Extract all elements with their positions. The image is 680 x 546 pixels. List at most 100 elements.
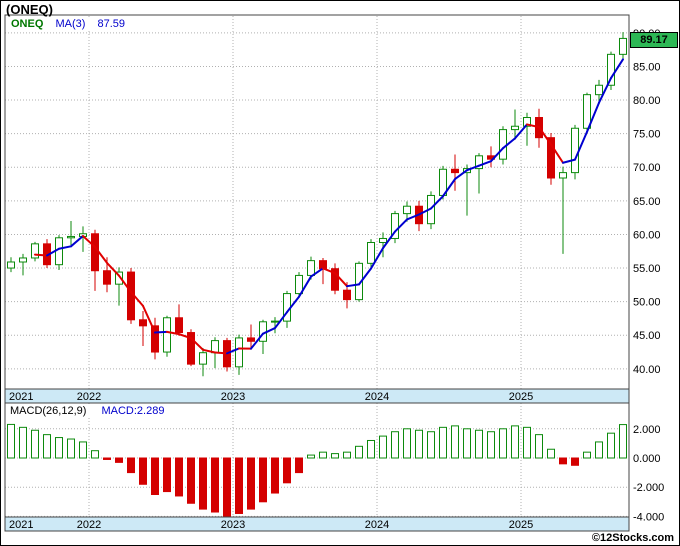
candle-up — [523, 117, 531, 127]
candle-down — [451, 168, 459, 174]
year-label: 2023 — [221, 391, 245, 403]
price-tick-label: 70.00 — [633, 162, 661, 174]
ma-line-segment — [214, 351, 228, 355]
ma-line-segment — [574, 130, 588, 161]
macd-bar-negative — [283, 457, 291, 484]
ma-line-segment — [514, 123, 528, 140]
ma-line-segment — [94, 245, 108, 264]
macd-bar-positive — [67, 438, 75, 459]
ma-line-segment — [178, 333, 192, 340]
price-tick-label: 65.00 — [633, 196, 661, 208]
ma-line-segment — [538, 126, 552, 146]
candle-up — [163, 317, 171, 353]
candle-down — [247, 337, 255, 342]
candle-up — [475, 155, 483, 170]
ma-line-segment — [454, 169, 468, 181]
ma-line-segment — [442, 178, 456, 198]
macd-bar-positive — [511, 425, 519, 459]
macd-bar-negative — [295, 457, 303, 474]
candle-up — [7, 261, 15, 269]
macd-bar-positive — [19, 426, 27, 459]
macd-bar-positive — [391, 431, 399, 459]
ma-line-segment — [130, 291, 144, 307]
candle-up — [307, 260, 315, 276]
year-label: 2024 — [365, 391, 389, 403]
macd-bar-negative — [259, 457, 267, 503]
macd-bar-positive — [31, 429, 39, 459]
macd-bar-negative — [103, 457, 111, 460]
ma-line-segment — [466, 164, 480, 172]
candle-up — [379, 237, 387, 244]
macd-bar-negative — [175, 457, 183, 497]
ma-line-segment — [502, 137, 516, 150]
ma-line-segment — [202, 348, 216, 354]
candle-down — [547, 137, 555, 179]
macd-bar-negative — [139, 457, 147, 485]
ma-line-segment — [190, 337, 204, 351]
ma-line-segment — [610, 58, 624, 80]
macd-bar-positive — [619, 424, 627, 459]
candle-up — [403, 205, 411, 215]
macd-bar-positive — [355, 445, 363, 459]
price-legend: ONEQ MA(3) 87.59 — [8, 18, 129, 30]
candle-up — [559, 172, 567, 179]
year-label: 2021 — [9, 391, 33, 403]
macd-bar-positive — [403, 428, 411, 459]
ma-line-segment — [586, 101, 600, 133]
macd-bar-negative — [115, 457, 123, 463]
candle-up — [235, 337, 243, 368]
macd-tick-label: 0.000 — [633, 453, 661, 465]
candle-down — [103, 270, 111, 285]
ma-line-segment — [370, 247, 384, 270]
ma-line-segment — [430, 195, 444, 210]
ma-value-label: 87.59 — [97, 18, 126, 30]
candle-down — [91, 233, 99, 272]
candle-up — [391, 213, 399, 239]
macd-bar-positive — [499, 428, 507, 459]
macd-bar-positive — [547, 448, 555, 459]
price-tick-label: 75.00 — [633, 129, 661, 141]
macd-bar-positive — [523, 426, 531, 459]
macd-bar-positive — [379, 435, 387, 459]
ma-line-segment — [226, 347, 240, 355]
ma-line-segment — [406, 213, 420, 221]
ma-line-segment — [286, 295, 300, 314]
ma-line-segment — [526, 123, 540, 129]
candle-up — [211, 340, 219, 354]
x-axis-band-main — [5, 389, 629, 403]
macd-bar-negative — [163, 457, 171, 493]
macd-bar-positive — [595, 441, 603, 459]
candle-down — [343, 289, 351, 301]
candle-up — [595, 84, 603, 96]
candle-down — [151, 325, 159, 353]
macd-bar-positive — [367, 439, 375, 459]
candle-up — [511, 125, 519, 131]
macd-bar-negative — [235, 457, 243, 514]
ma-line-segment — [346, 283, 360, 288]
macd-bar-positive — [439, 426, 447, 459]
macd-bar-negative — [247, 457, 255, 510]
price-tick-label: 60.00 — [633, 229, 661, 241]
macd-bar-positive — [487, 431, 495, 459]
ma-line-segment — [34, 253, 48, 257]
ma-line-segment — [82, 235, 96, 248]
main-chart-frame — [4, 14, 630, 404]
price-tick-label: 80.00 — [633, 95, 661, 107]
macd-bar-negative — [187, 457, 195, 504]
candle-up — [607, 53, 615, 86]
ma-line-segment — [274, 311, 288, 330]
macd-bar-positive — [43, 434, 51, 459]
candle-up — [199, 352, 207, 365]
candle-up — [619, 37, 627, 55]
price-tick-label: 55.00 — [633, 263, 661, 275]
macd-bar-positive — [319, 451, 327, 459]
macd-params-label: MACD(26,12,9) — [10, 405, 87, 417]
year-label: 2021 — [9, 519, 33, 531]
ma-line-segment — [598, 77, 612, 104]
ma-line-segment — [322, 267, 336, 275]
macd-bar-positive — [91, 450, 99, 459]
year-label: 2022 — [77, 519, 101, 531]
year-label: 2025 — [509, 391, 533, 403]
ma-line-segment — [394, 218, 408, 233]
